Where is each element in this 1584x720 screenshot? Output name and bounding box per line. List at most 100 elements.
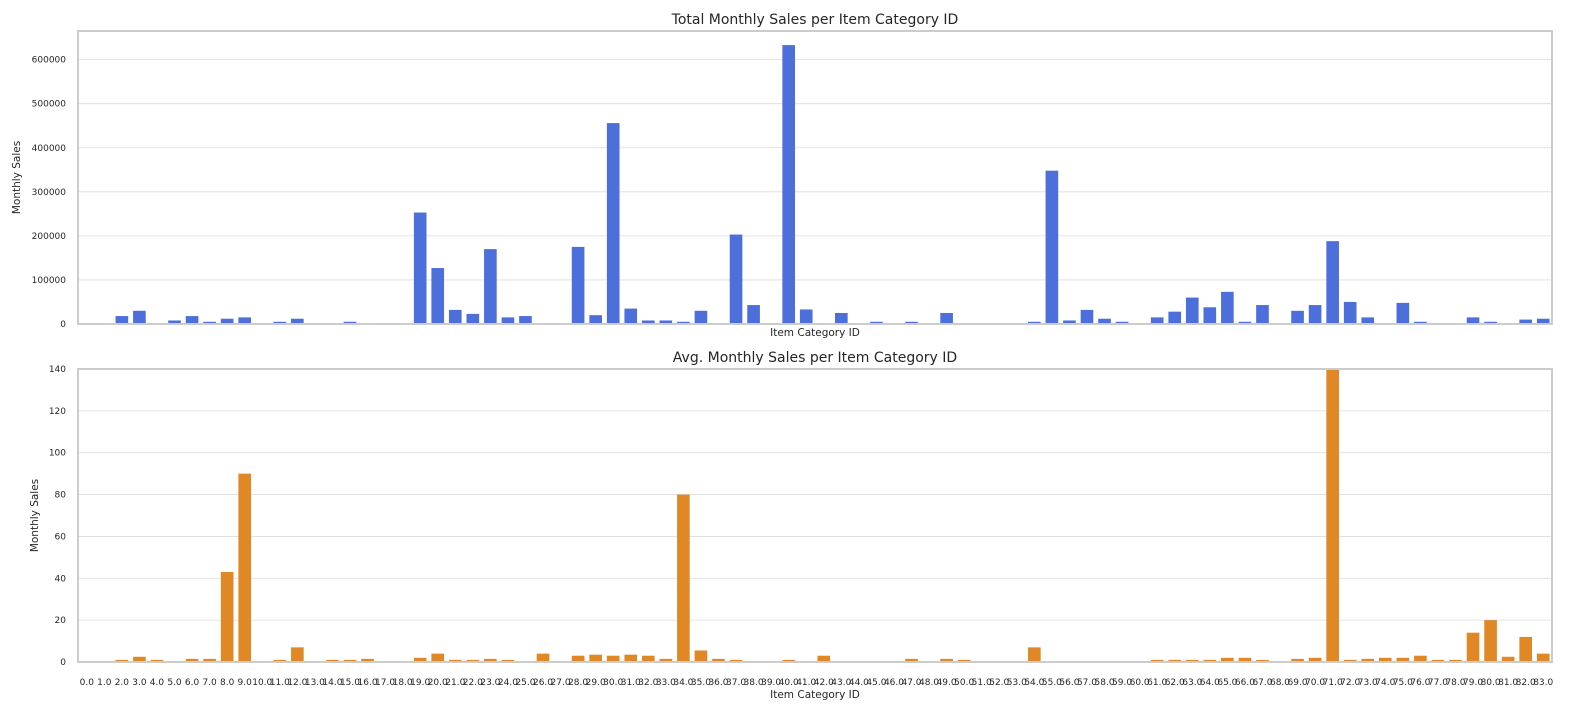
x-tick-label: 62.0	[1165, 678, 1185, 688]
x-tick-label: 51.0	[972, 678, 992, 688]
y-tick-label: 0	[60, 658, 66, 668]
x-tick-label: 21.0	[445, 678, 465, 688]
bar	[1185, 297, 1199, 324]
x-tick-label: 49.0	[937, 678, 957, 688]
bar	[1203, 659, 1217, 662]
x-tick-label: 63.0	[1182, 678, 1202, 688]
bar	[519, 316, 532, 324]
x-tick-label: 20.0	[428, 678, 448, 688]
x-tick-label: 74.0	[1375, 678, 1395, 688]
bar	[1466, 632, 1480, 662]
y-tick-label: 600000	[32, 56, 67, 66]
x-tick-label: 18.0	[393, 678, 413, 688]
bar	[1361, 317, 1375, 324]
bar	[273, 321, 287, 324]
bar	[1028, 647, 1041, 662]
y-tick-label: 300000	[32, 188, 67, 198]
x-tick-label: 28.0	[568, 678, 588, 688]
bar	[905, 321, 918, 324]
bar	[624, 308, 638, 324]
x-tick-label: 43.0	[831, 678, 851, 688]
x-tick-label: 42.0	[814, 678, 834, 688]
bar	[150, 659, 164, 662]
bar	[1519, 636, 1532, 662]
bar	[729, 234, 743, 324]
x-tick-label: 1.0	[97, 678, 112, 688]
x-tick-label: 56.0	[1059, 678, 1079, 688]
bar	[133, 656, 146, 662]
x-tick-label: 14.0	[322, 678, 342, 688]
bar	[1343, 301, 1357, 324]
y-axis-label: Monthly Sales	[11, 141, 23, 214]
bar	[1308, 657, 1322, 662]
bar	[115, 316, 129, 324]
x-tick-label: 66.0	[1235, 678, 1255, 688]
bar	[115, 659, 129, 662]
bar	[606, 123, 620, 324]
bar	[712, 658, 725, 662]
x-tick-label: 57.0	[1077, 678, 1097, 688]
x-tick-label: 48.0	[919, 678, 939, 688]
x-tick-label: 23.0	[480, 678, 500, 688]
x-tick-label: 54.0	[1024, 678, 1044, 688]
x-tick-label: 6.0	[185, 678, 200, 688]
x-tick-label: 38.0	[744, 678, 764, 688]
x-tick-label: 13.0	[305, 678, 325, 688]
x-tick-label: 60.0	[1130, 678, 1150, 688]
x-tick-label: 52.0	[989, 678, 1009, 688]
x-tick-label: 33.0	[656, 678, 676, 688]
x-tick-label: 11.0	[270, 678, 290, 688]
chart-title: Total Monthly Sales per Item Category ID	[671, 12, 959, 28]
bar	[238, 473, 252, 662]
bar	[501, 317, 515, 324]
x-tick-label: 77.0	[1428, 678, 1448, 688]
bar	[343, 659, 357, 662]
bar	[589, 654, 602, 662]
bar	[1168, 659, 1182, 662]
bar	[1238, 657, 1252, 662]
bar	[940, 658, 953, 662]
bar	[641, 655, 655, 662]
bar	[203, 321, 216, 324]
x-tick-label: 81.0	[1498, 678, 1518, 688]
y-tick-label: 500000	[32, 100, 67, 110]
bar	[677, 494, 690, 662]
bar	[1536, 653, 1550, 662]
x-tick-label: 44.0	[849, 678, 869, 688]
bar	[1484, 620, 1497, 662]
y-tick-label: 100	[49, 449, 66, 459]
bar	[448, 309, 462, 324]
x-tick-label: 64.0	[1200, 678, 1220, 688]
bar	[448, 659, 462, 662]
x-tick-label: 75.0	[1393, 678, 1413, 688]
x-tick-label: 34.0	[673, 678, 693, 688]
x-tick-label: 7.0	[202, 678, 217, 688]
x-tick-label: 46.0	[884, 678, 904, 688]
x-tick-label: 50.0	[954, 678, 974, 688]
bar	[835, 312, 848, 324]
x-tick-label: 30.0	[603, 678, 623, 688]
x-tick-label: 53.0	[1007, 678, 1027, 688]
x-tick-label: 41.0	[796, 678, 816, 688]
bar	[466, 313, 480, 324]
bar	[413, 657, 427, 662]
y-tick-label: 140	[49, 365, 66, 375]
bar	[343, 321, 357, 324]
x-tick-label: 80.0	[1481, 678, 1501, 688]
bar	[1150, 659, 1164, 662]
y-tick-label: 40	[55, 574, 67, 584]
x-axis-label: Item Category ID	[770, 689, 860, 701]
bar	[1256, 659, 1269, 662]
y-tick-label: 200000	[32, 232, 67, 242]
x-tick-label: 47.0	[901, 678, 921, 688]
y-tick-label: 400000	[32, 144, 67, 154]
bar	[291, 318, 304, 324]
bar	[659, 658, 673, 662]
bar	[641, 320, 655, 324]
bar	[659, 320, 673, 324]
x-tick-label: 19.0	[410, 678, 430, 688]
x-tick-label: 32.0	[638, 678, 658, 688]
y-tick-label: 120	[49, 407, 66, 417]
bar	[291, 647, 304, 662]
